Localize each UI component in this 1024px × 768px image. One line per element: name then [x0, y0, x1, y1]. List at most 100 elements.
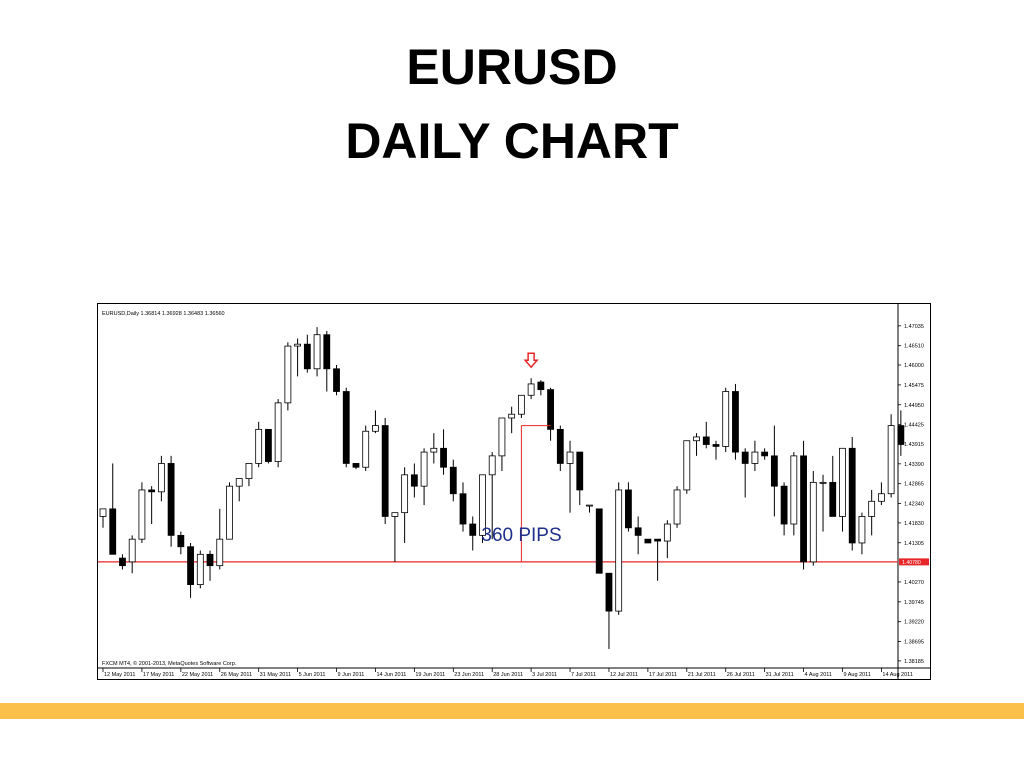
- candle-body: [839, 447, 846, 517]
- y-tick-label: 1.44425: [904, 423, 924, 429]
- candle-body: [780, 485, 788, 525]
- y-tick-label: 1.38185: [904, 659, 924, 665]
- x-tick-label: 4 Aug 2011: [805, 672, 832, 678]
- candle-body: [858, 516, 866, 544]
- candle-body: [634, 527, 642, 536]
- candle-body: [566, 451, 574, 464]
- candle-body: [216, 538, 224, 567]
- candle-body: [732, 391, 739, 453]
- x-tick-label: 12 May 2011: [104, 672, 135, 678]
- chart-header: EURUSD,Daily 1.36814 1.36928 1.36483 1.3…: [102, 311, 225, 317]
- x-tick-label: 9 Jun 2011: [338, 672, 365, 678]
- measure-label: 360 PIPS: [481, 525, 561, 546]
- candle-body: [138, 489, 146, 540]
- candle-body: [449, 466, 457, 495]
- y-tick-label: 1.38695: [904, 640, 924, 646]
- candle-body: [770, 455, 778, 487]
- candle-body: [663, 523, 671, 542]
- chart-canvas: EURUSD,Daily 1.36814 1.36928 1.36483 1.3…: [98, 304, 930, 679]
- y-tick-label: 1.41830: [904, 521, 924, 527]
- candle-body: [809, 481, 817, 563]
- candlestick-chart: EURUSD,Daily 1.36814 1.36928 1.36483 1.3…: [97, 303, 931, 680]
- y-tick-label: 1.39220: [904, 620, 924, 626]
- candle-body: [420, 451, 428, 487]
- candle-body: [605, 572, 613, 612]
- candle-body: [119, 557, 126, 567]
- x-tick-label: 7 Jul 2011: [571, 672, 596, 678]
- candle-body: [517, 394, 525, 415]
- candle-body: [148, 489, 156, 493]
- candle-body: [644, 538, 652, 544]
- y-tick-label: 1.43915: [904, 442, 924, 448]
- candle-body: [576, 451, 584, 491]
- y-tick-label: 1.44950: [904, 403, 924, 409]
- x-tick-label: 19 Jun 2011: [415, 672, 445, 678]
- support-price-tag: [899, 558, 929, 566]
- y-tick-label: 1.40270: [904, 580, 924, 586]
- y-tick-label: 1.46000: [904, 363, 924, 369]
- candle-body: [848, 447, 856, 544]
- candle-body: [595, 508, 603, 574]
- x-tick-label: 14 Jun 2011: [376, 672, 406, 678]
- x-tick-label: 5 Jun 2011: [299, 672, 326, 678]
- y-tick-label: 1.46510: [904, 344, 924, 350]
- candle-body: [751, 451, 759, 464]
- chart-footer: FXCM MT4, © 2001-2013, MetaQuotes Softwa…: [102, 660, 237, 667]
- x-tick-label: 28 Jun 2011: [493, 672, 523, 678]
- candle-body: [401, 474, 409, 514]
- x-tick-label: 22 May 2011: [182, 672, 213, 678]
- candle-body: [887, 425, 895, 495]
- candle-body: [206, 553, 214, 567]
- candle-body: [800, 455, 807, 563]
- candle-body: [235, 478, 243, 487]
- candle-body: [625, 489, 632, 529]
- candle-body: [284, 345, 292, 404]
- candle-body: [333, 368, 340, 392]
- candle-body: [741, 451, 749, 464]
- candle-body: [897, 425, 905, 445]
- candle-body: [654, 538, 662, 542]
- candle-body: [255, 428, 263, 464]
- candle-body: [410, 474, 418, 487]
- candle-body: [381, 425, 389, 517]
- x-tick-label: 9 Aug 2011: [843, 672, 870, 678]
- y-tick-label: 1.42865: [904, 482, 924, 488]
- candle-body: [274, 402, 282, 462]
- candle-body: [372, 425, 379, 432]
- x-tick-label: 17 May 2011: [143, 672, 174, 678]
- x-tick-label: 31 Jul 2011: [766, 672, 794, 678]
- candle-body: [615, 489, 623, 612]
- candle-body: [128, 538, 136, 563]
- candle-body: [819, 481, 827, 484]
- candle-body: [294, 343, 302, 347]
- candle-body: [556, 428, 564, 464]
- y-tick-label: 1.39745: [904, 600, 924, 606]
- candle-body: [488, 455, 496, 476]
- candle-body: [498, 417, 506, 457]
- candle-body: [479, 474, 486, 536]
- candle-body: [586, 504, 593, 507]
- x-tick-label: 14 Aug 2011: [882, 672, 912, 678]
- candle-body: [430, 447, 438, 453]
- x-tick-label: 26 Jul 2011: [727, 672, 755, 678]
- candle-body: [187, 546, 194, 585]
- candle-body: [683, 440, 691, 491]
- candle-body: [878, 493, 885, 502]
- y-tick-label: 1.47035: [904, 324, 924, 330]
- y-tick-label: 1.43390: [904, 462, 924, 468]
- candle-body: [313, 334, 321, 370]
- candle-body: [547, 389, 554, 430]
- x-tick-label: 12 Jul 2011: [610, 672, 638, 678]
- candle-body: [157, 463, 165, 493]
- x-tick-label: 21 Jul 2011: [688, 672, 716, 678]
- candle-body: [99, 508, 107, 517]
- candle-body: [722, 391, 730, 447]
- candle-body: [323, 334, 331, 370]
- candle-body: [790, 455, 798, 525]
- y-tick-label: 1.42340: [904, 502, 924, 508]
- y-tick-label: 1.41305: [904, 541, 924, 547]
- y-tick-label: 1.45475: [904, 383, 924, 389]
- slide-title-line2: DAILY CHART: [345, 113, 679, 169]
- candle-body: [469, 523, 477, 536]
- candle-body: [109, 508, 117, 555]
